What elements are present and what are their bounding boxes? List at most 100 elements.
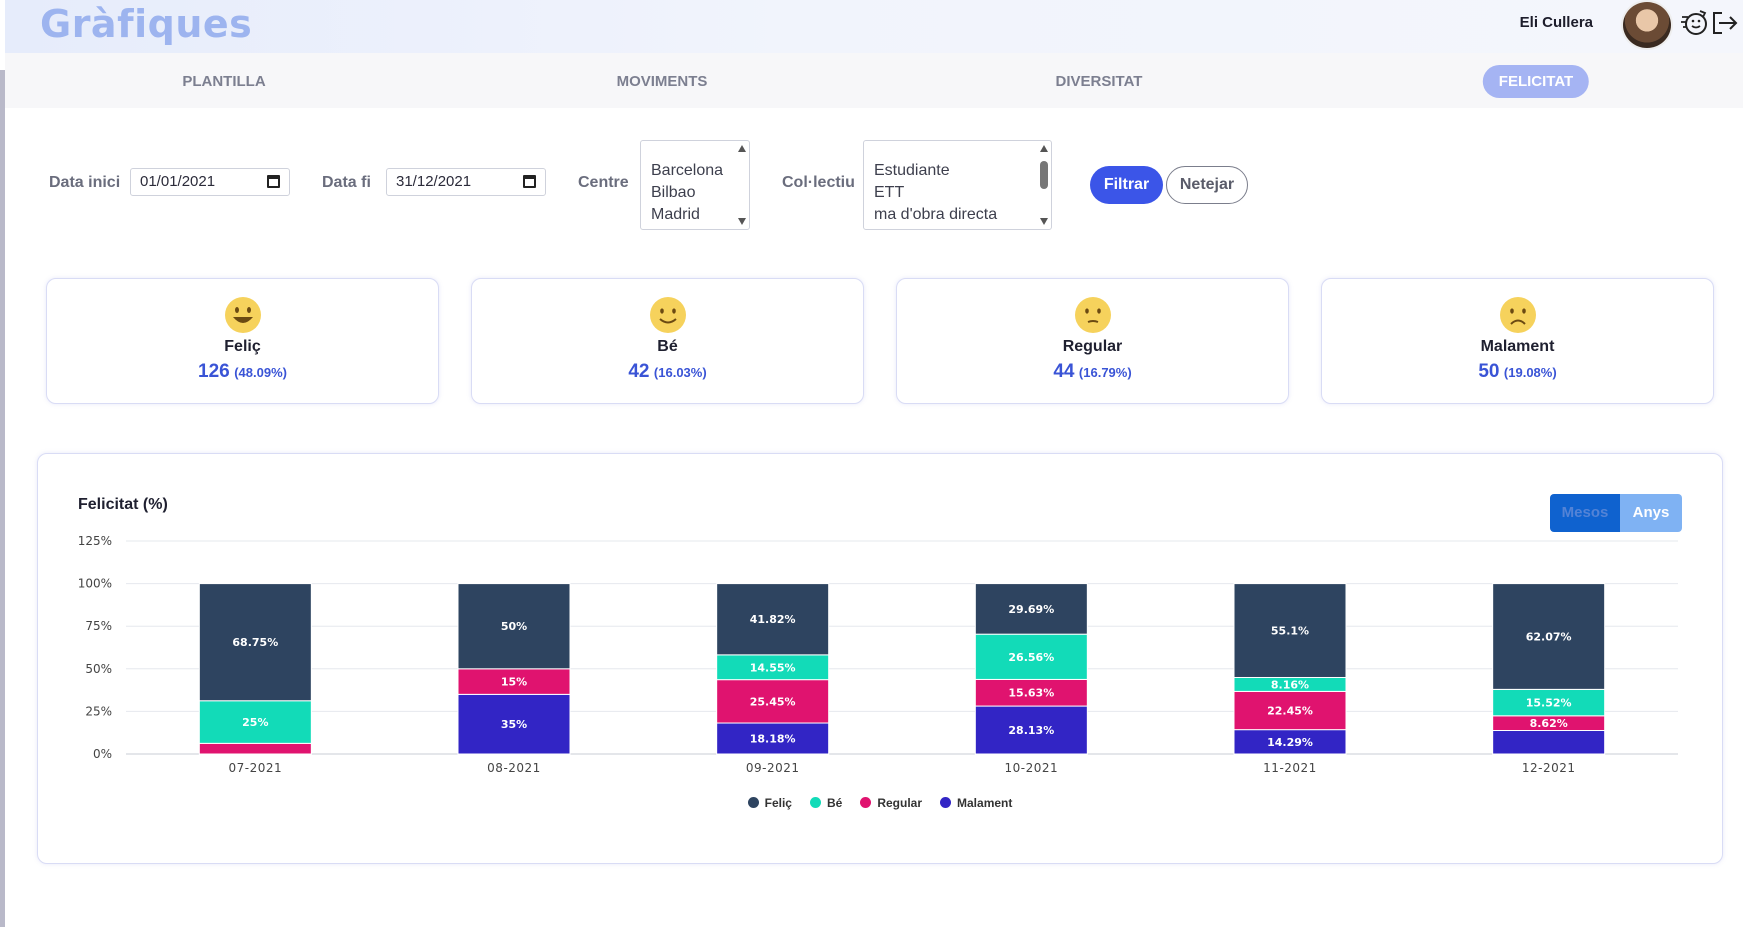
page-title: Gràfiques (40, 2, 253, 46)
bar-segment (457, 668, 571, 695)
scroll-down-icon[interactable] (738, 218, 746, 225)
clear-button[interactable]: Netejar (1166, 166, 1248, 204)
data-label: 15.63% (1008, 687, 1054, 700)
months-toggle-button[interactable]: Mesos (1550, 494, 1620, 532)
data-label: 55.1% (1271, 625, 1309, 638)
collectiu-label: Col·lectiu (782, 174, 855, 191)
y-tick-label: 25% (85, 704, 112, 718)
centre-select[interactable]: Barcelona Bilbao Madrid (640, 140, 750, 230)
start-date-label: Data inici (49, 174, 121, 191)
data-label: 25.45% (750, 695, 796, 708)
collectiu-option[interactable]: Estudiante (874, 162, 950, 179)
legend-item[interactable]: Feliç (747, 796, 792, 810)
tab-diversitat[interactable]: DIVERSITAT (1055, 73, 1143, 90)
card-regular: Regular 44 (16.79%) (896, 278, 1289, 404)
card-value: 126 (48.09%) (47, 361, 438, 383)
logout-icon[interactable] (1709, 8, 1739, 38)
bar-segment (1492, 583, 1606, 690)
data-label: 28.13% (1008, 724, 1054, 737)
legend-item[interactable]: Regular (860, 796, 922, 810)
stacked-bar-chart: 0% 25% 50% 75% 100% 125% 25% 68.75% 07-2021 35% 15… (78, 534, 1678, 775)
bar-segment (974, 678, 1088, 707)
data-label: 29.69% (1008, 603, 1054, 616)
collectiu-scrollbar[interactable] (1039, 143, 1049, 227)
y-tick-label: 0% (93, 747, 112, 761)
card-value: 50 (19.08%) (1322, 361, 1713, 383)
bar-segment (716, 583, 830, 656)
tab-felicitat[interactable]: FELICITAT (1482, 65, 1590, 98)
chart-panel: 0% 25% 50% 75% 100% 125% 25% 68.75% 07-2021 35% 15… (37, 453, 1723, 864)
scroll-down-icon[interactable] (1040, 218, 1048, 225)
bar-segment (974, 583, 1088, 635)
card-malament: Malament 50 (19.08%) (1321, 278, 1714, 404)
card-label: Bé (657, 338, 678, 355)
bar-segment (457, 583, 571, 670)
y-tick-label: 50% (85, 662, 112, 676)
chart-title: Felicitat (%) (78, 496, 168, 513)
legend-dot-icon (809, 797, 821, 808)
card-label: Regular (1062, 338, 1123, 355)
collectiu-select[interactable]: Estudiante ETT ma d'obra directa (863, 140, 1052, 230)
card-percent: (48.09%) (234, 365, 287, 380)
data-label: 50% (501, 620, 527, 633)
data-label: 41.82% (750, 613, 796, 626)
data-label: 14.29% (1267, 736, 1313, 749)
start-date-value: 01/01/2021 (140, 173, 216, 190)
filter-button[interactable]: Filtrar (1090, 166, 1163, 204)
legend-label: Feliç (764, 796, 792, 810)
bar-segment (198, 742, 312, 755)
x-tick-label: 10-2021 (1005, 761, 1059, 775)
calendar-icon[interactable] (523, 175, 536, 188)
data-label: 8.16% (1271, 678, 1309, 691)
tab-moviments[interactable]: MOVIMENTS (616, 73, 708, 90)
x-tick-label: 12-2021 (1522, 761, 1576, 775)
years-toggle-button[interactable]: Anys (1620, 494, 1682, 532)
x-tick-label: 08-2021 (487, 761, 541, 775)
scroll-up-icon[interactable] (738, 145, 746, 152)
x-tick-label: 07-2021 (229, 761, 283, 775)
legend-dot-icon (747, 797, 759, 808)
card-count: 42 (628, 361, 650, 382)
legend-dot-icon (940, 797, 952, 808)
legend-dot-icon (860, 797, 872, 808)
data-label: 22.45% (1267, 705, 1313, 718)
card-percent: (19.08%) (1503, 365, 1557, 380)
centre-option[interactable]: Barcelona (651, 162, 724, 179)
data-label: 26.56% (1008, 651, 1054, 664)
scroll-up-icon[interactable] (1040, 145, 1048, 152)
left-rail (0, 70, 5, 927)
very-happy-face-icon (224, 297, 261, 333)
tab-plantilla[interactable]: PLANTILLA (182, 73, 266, 90)
avatar[interactable] (1621, 0, 1673, 50)
data-label: 18.18% (750, 733, 796, 746)
scroll-thumb[interactable] (1040, 161, 1048, 189)
chart-legend: Feliç Bé Regular Malament (38, 796, 1722, 810)
end-date-label: Data fi (322, 174, 371, 191)
data-label: 8.62% (1530, 717, 1568, 730)
feedback-face-icon[interactable] (1680, 8, 1710, 38)
start-date-input[interactable]: 01/01/2021 (130, 168, 290, 196)
centre-option[interactable]: Madrid (651, 206, 700, 223)
legend-item[interactable]: Malament (940, 796, 1012, 810)
centre-label: Centre (578, 174, 629, 191)
card-count: 50 (1478, 361, 1500, 382)
end-date-value: 31/12/2021 (396, 173, 472, 190)
collectiu-option[interactable]: ETT (874, 184, 905, 201)
centre-scrollbar[interactable] (737, 143, 747, 227)
bar-segment (974, 633, 1088, 680)
centre-option[interactable]: Bilbao (651, 184, 696, 201)
bar-segment (198, 583, 312, 702)
card-percent: (16.03%) (653, 365, 707, 380)
y-tick-label: 75% (85, 619, 112, 633)
collectiu-option[interactable]: ma d'obra directa (874, 206, 998, 223)
bar-segment (716, 679, 830, 724)
card-felic: Feliç 126 (48.09%) (46, 278, 439, 404)
tab-bar: PLANTILLA MOVIMENTS DIVERSITAT FELICITAT (5, 53, 1743, 108)
legend-item[interactable]: Bé (809, 796, 842, 810)
calendar-icon[interactable] (267, 175, 280, 188)
data-label: 68.75% (232, 636, 278, 649)
bar-segment (1233, 583, 1347, 678)
end-date-input[interactable]: 31/12/2021 (386, 168, 546, 196)
bar-segment (1492, 730, 1606, 755)
user-name: Eli Cullera (1519, 14, 1593, 31)
